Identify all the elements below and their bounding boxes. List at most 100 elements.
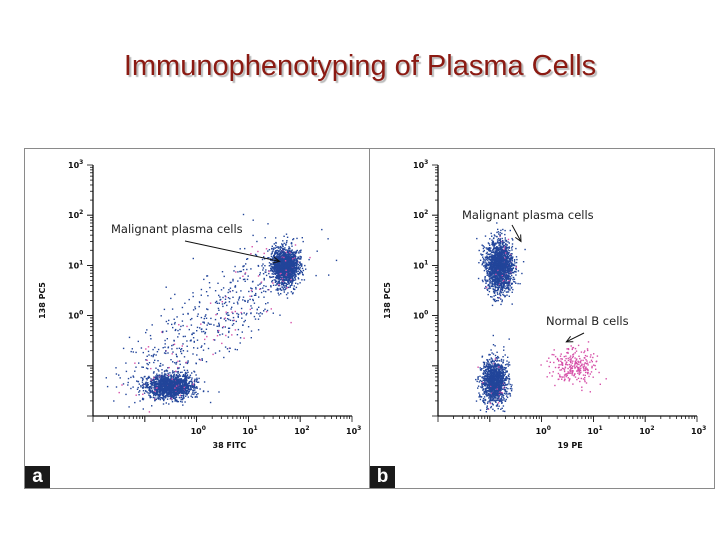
- event-dot: [164, 374, 166, 376]
- event-dot: [175, 389, 177, 392]
- event-dot: [286, 254, 288, 256]
- event-dot: [294, 254, 296, 256]
- event-dot: [165, 350, 167, 352]
- event-dot: [305, 268, 307, 270]
- event-dot: [182, 397, 184, 400]
- event-dot: [241, 313, 243, 315]
- event-dot: [132, 376, 135, 378]
- event-dot: [191, 372, 193, 374]
- event-dot: [132, 375, 134, 377]
- event-dot: [286, 258, 288, 261]
- event-dot: [286, 272, 289, 274]
- event-dot: [482, 247, 485, 250]
- event-dot: [270, 269, 272, 271]
- event-dot: [190, 388, 192, 390]
- event-dot: [297, 261, 299, 263]
- event-dot: [154, 392, 157, 395]
- event-dot: [169, 383, 172, 385]
- event-dot: [257, 318, 260, 320]
- event-dot: [217, 282, 219, 284]
- event-dot: [284, 267, 287, 270]
- event-dot: [508, 262, 510, 264]
- event-dot: [149, 395, 151, 397]
- event-dot: [273, 270, 275, 272]
- event-dot: [172, 385, 174, 387]
- event-dot: [289, 280, 292, 282]
- event-dot: [239, 342, 241, 344]
- event-dot: [315, 274, 317, 277]
- event-dot: [276, 272, 279, 274]
- event-dot: [178, 388, 181, 390]
- event-dot: [255, 288, 257, 290]
- event-dot: [190, 395, 192, 397]
- event-dot: [492, 259, 494, 262]
- event-dot: [260, 282, 262, 284]
- event-dot: [163, 396, 165, 398]
- event-dot: [153, 384, 155, 386]
- event-dot: [196, 387, 198, 389]
- event-dot: [246, 312, 248, 315]
- event-dot: [239, 277, 241, 279]
- event-dot: [504, 261, 507, 263]
- event-dot: [289, 255, 291, 257]
- event-dot: [162, 393, 164, 395]
- event-dot: [173, 371, 176, 373]
- event-dot: [128, 406, 130, 408]
- event-dot: [286, 283, 289, 285]
- event-dot: [162, 390, 164, 392]
- event-dot: [178, 373, 181, 376]
- event-dot: [289, 272, 291, 275]
- event-dot: [484, 287, 486, 289]
- event-dot: [171, 397, 173, 399]
- event-dot: [168, 403, 170, 405]
- event-dot: [177, 388, 179, 390]
- event-dot: [161, 386, 163, 388]
- event-dot: [161, 374, 163, 376]
- event-dot: [167, 346, 170, 348]
- event-dot: [181, 398, 184, 401]
- event-dot: [290, 321, 292, 324]
- event-dot: [232, 278, 234, 281]
- event-dot: [280, 293, 282, 295]
- event-dot: [241, 317, 243, 319]
- event-dot: [252, 234, 254, 237]
- event-dot: [147, 368, 149, 370]
- event-dot: [183, 379, 185, 381]
- event-dot: [186, 340, 188, 342]
- event-dot: [288, 269, 291, 271]
- event-dot: [288, 247, 291, 249]
- event-dot: [186, 386, 188, 388]
- event-dot: [295, 259, 297, 262]
- event-dot: [271, 252, 273, 255]
- event-dot: [511, 303, 513, 305]
- event-dot: [173, 383, 175, 386]
- event-dot: [300, 271, 303, 273]
- event-dot: [145, 359, 147, 361]
- event-dot: [165, 352, 167, 355]
- event-dot: [144, 383, 147, 385]
- event-dot: [272, 256, 275, 258]
- event-dot: [275, 272, 277, 275]
- event-dot: [232, 319, 234, 322]
- event-dot: [275, 237, 277, 239]
- event-dot: [499, 277, 502, 279]
- event-dot: [199, 388, 201, 390]
- event-dot: [277, 270, 279, 272]
- event-dot: [283, 281, 285, 283]
- event-dot: [185, 395, 187, 397]
- event-dot: [274, 252, 276, 254]
- event-dot: [169, 382, 171, 384]
- event-dot: [145, 377, 148, 380]
- event-dot: [279, 251, 281, 253]
- event-dot: [287, 280, 289, 282]
- event-dot: [197, 381, 200, 383]
- event-dot: [492, 258, 494, 261]
- event-dot: [178, 386, 180, 388]
- event-dot: [228, 350, 230, 353]
- event-dot: [177, 400, 179, 403]
- event-dot: [175, 361, 178, 364]
- event-dot: [294, 277, 296, 279]
- event-dot: [125, 362, 127, 364]
- event-dot: [289, 251, 291, 254]
- event-dot: [276, 252, 278, 254]
